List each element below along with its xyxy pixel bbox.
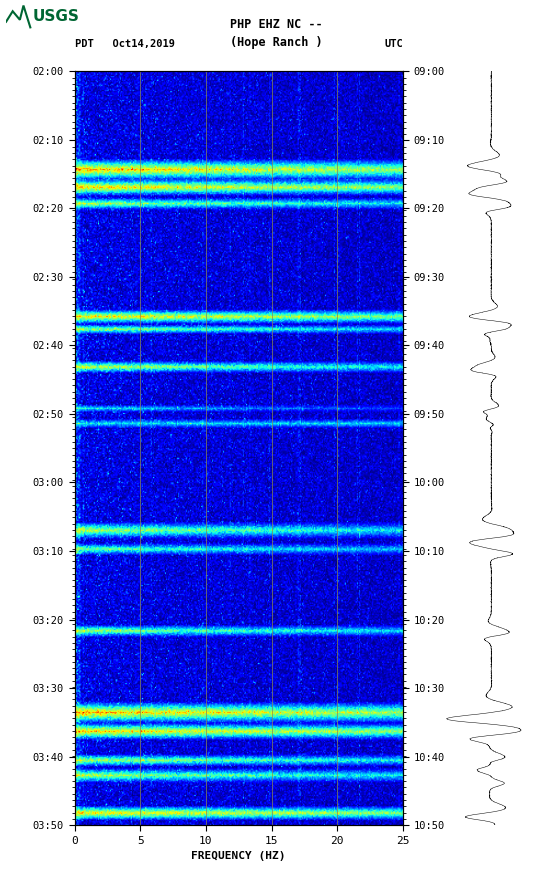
Text: UTC: UTC	[384, 39, 403, 49]
Text: PDT   Oct14,2019: PDT Oct14,2019	[75, 39, 174, 49]
X-axis label: FREQUENCY (HZ): FREQUENCY (HZ)	[192, 851, 286, 861]
Text: PHP EHZ NC --: PHP EHZ NC --	[230, 18, 322, 31]
Text: USGS: USGS	[33, 10, 79, 24]
Text: (Hope Ranch ): (Hope Ranch )	[230, 36, 322, 49]
